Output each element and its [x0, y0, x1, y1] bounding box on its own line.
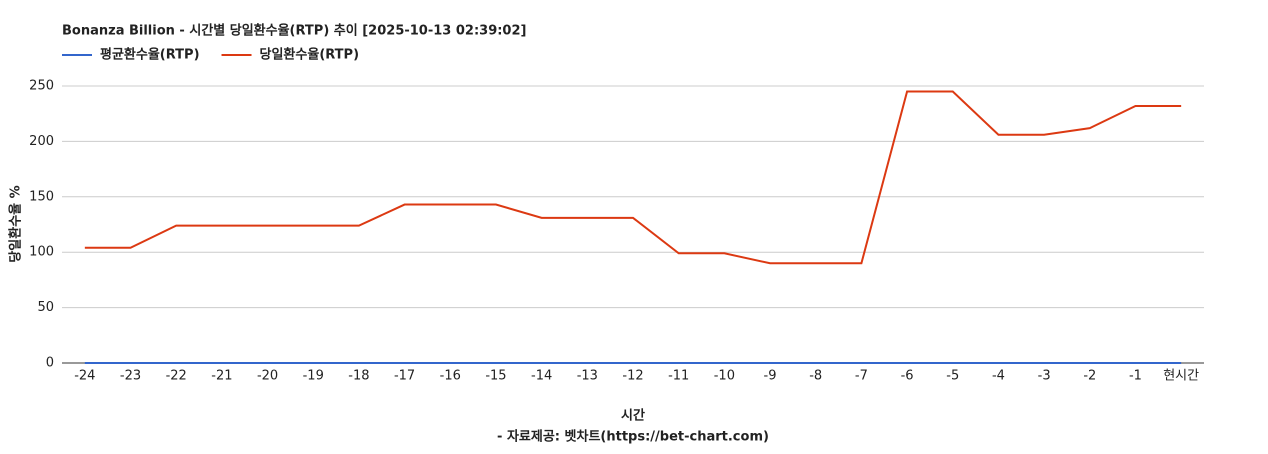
x-tick-label: -18 [348, 369, 369, 384]
line-series [84, 90, 1182, 265]
x-tick-label: -23 [120, 369, 141, 384]
y-tick-label: 100 [29, 245, 54, 260]
x-tick-label: -4 [992, 369, 1005, 384]
x-tick-label: -24 [74, 369, 95, 384]
x-tick-label: -10 [714, 369, 735, 384]
x-tick-label: -16 [440, 369, 461, 384]
y-axis-label: 당일환수율 % [8, 185, 24, 262]
x-tick-label: -13 [577, 369, 598, 384]
x-tick-label: -5 [946, 369, 959, 384]
y-tick-label: 0 [46, 356, 54, 371]
x-tick-label: -11 [668, 369, 689, 384]
chart-title: Bonanza Billion - 시간별 당일환수율(RTP) 추이 [202… [62, 23, 526, 39]
y-tick-label: 250 [29, 79, 54, 94]
x-tick-label: -17 [394, 369, 415, 384]
x-tick-label: -22 [166, 369, 187, 384]
legend-label: 당일환수율(RTP) [260, 47, 360, 63]
legend-label: 평균환수율(RTP) [100, 47, 200, 63]
x-tick-label: -3 [1038, 369, 1051, 384]
y-tick-label: 200 [29, 134, 54, 149]
x-tick-label: -1 [1129, 369, 1142, 384]
x-tick-label: -6 [901, 369, 914, 384]
x-tick-label: -8 [809, 369, 822, 384]
x-tick-label: 현시간 [1163, 369, 1199, 384]
x-tick-label: -9 [764, 369, 777, 384]
x-tick-label: -19 [303, 369, 324, 384]
y-tick-label: 50 [37, 300, 54, 315]
y-tick-label: 150 [29, 189, 54, 204]
x-tick-label: -14 [531, 369, 552, 384]
x-tick-label: -15 [485, 369, 506, 384]
footnote: - 자료제공: 벳차트(https://bet-chart.com) [497, 429, 769, 445]
x-tick-label: -7 [855, 369, 868, 384]
x-axis-label: 시간 [621, 408, 645, 424]
x-tick-label: -20 [257, 369, 278, 384]
x-tick-label: -12 [622, 369, 643, 384]
x-tick-label: -2 [1083, 369, 1096, 384]
x-tick-label: -21 [211, 369, 232, 384]
